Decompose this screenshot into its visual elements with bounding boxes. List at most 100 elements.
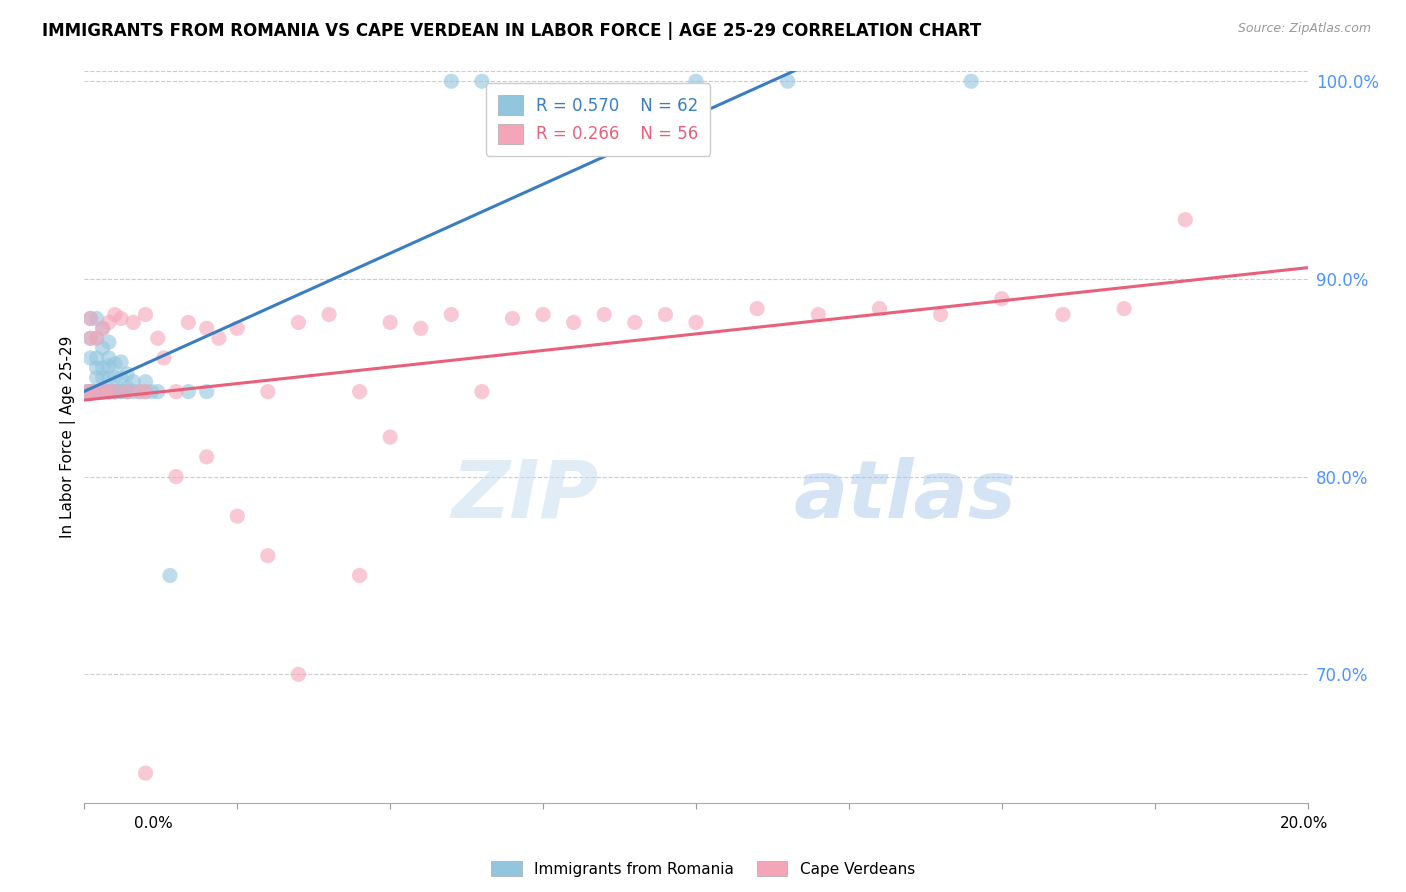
- Point: [593, 308, 616, 322]
- Point: [440, 74, 463, 88]
- Point: [624, 315, 647, 329]
- Point: [110, 371, 132, 385]
- Point: [79, 384, 101, 399]
- Point: [91, 341, 114, 355]
- Point: [97, 335, 120, 350]
- Point: [287, 315, 309, 329]
- Point: [86, 384, 108, 399]
- Text: atlas: atlas: [794, 457, 1017, 534]
- Point: [104, 357, 127, 371]
- Point: [177, 384, 200, 399]
- Point: [79, 311, 101, 326]
- Legend: Immigrants from Romania, Cape Verdeans: Immigrants from Romania, Cape Verdeans: [484, 853, 922, 884]
- Point: [776, 74, 799, 88]
- Point: [86, 384, 108, 399]
- Point: [79, 384, 101, 399]
- Point: [122, 375, 145, 389]
- Point: [380, 315, 402, 329]
- Point: [86, 311, 108, 326]
- Point: [115, 367, 138, 381]
- Point: [135, 384, 157, 399]
- Point: [104, 384, 127, 399]
- Point: [257, 384, 280, 399]
- Point: [471, 74, 494, 88]
- Point: [349, 384, 371, 399]
- Point: [104, 384, 127, 399]
- Point: [97, 359, 120, 373]
- Point: [135, 384, 157, 399]
- Point: [685, 74, 707, 88]
- Point: [97, 384, 120, 399]
- Point: [110, 311, 132, 326]
- Point: [79, 351, 101, 365]
- Point: [440, 308, 463, 322]
- Point: [502, 311, 524, 326]
- Point: [115, 381, 138, 395]
- Point: [97, 315, 120, 329]
- Point: [318, 308, 340, 322]
- Point: [91, 384, 114, 399]
- Point: [159, 568, 181, 582]
- Point: [287, 667, 309, 681]
- Point: [110, 355, 132, 369]
- Point: [91, 371, 114, 385]
- Point: [1052, 308, 1074, 322]
- Text: ZIP: ZIP: [451, 457, 598, 534]
- Point: [104, 384, 127, 399]
- Point: [86, 351, 108, 365]
- Point: [86, 331, 108, 345]
- Point: [165, 384, 187, 399]
- Point: [86, 384, 108, 399]
- Point: [91, 360, 114, 375]
- Point: [1114, 301, 1136, 316]
- Point: [86, 384, 108, 399]
- Point: [115, 384, 138, 399]
- Point: [869, 301, 891, 316]
- Point: [208, 331, 231, 345]
- Point: [991, 292, 1014, 306]
- Point: [195, 321, 218, 335]
- Point: [86, 384, 108, 399]
- Point: [471, 384, 494, 399]
- Point: [685, 315, 707, 329]
- Point: [86, 360, 108, 375]
- Point: [91, 384, 114, 399]
- Point: [91, 384, 114, 399]
- Point: [86, 331, 108, 345]
- Point: [110, 384, 132, 399]
- Point: [531, 308, 554, 322]
- Point: [257, 549, 280, 563]
- Point: [79, 331, 101, 345]
- Point: [97, 384, 120, 399]
- Point: [97, 384, 120, 399]
- Point: [97, 371, 120, 385]
- Point: [128, 384, 150, 399]
- Point: [76, 384, 98, 399]
- Point: [960, 74, 983, 88]
- Text: 0.0%: 0.0%: [134, 816, 173, 831]
- Point: [747, 301, 769, 316]
- Point: [146, 331, 169, 345]
- Point: [654, 308, 676, 322]
- Point: [135, 766, 157, 780]
- Point: [91, 321, 114, 335]
- Point: [226, 321, 249, 335]
- Y-axis label: In Labor Force | Age 25-29: In Labor Force | Age 25-29: [60, 336, 76, 538]
- Legend: R = 0.570    N = 62, R = 0.266    N = 56: R = 0.570 N = 62, R = 0.266 N = 56: [486, 83, 710, 156]
- Point: [79, 311, 101, 326]
- Point: [91, 384, 114, 399]
- Point: [104, 371, 127, 385]
- Point: [79, 384, 101, 399]
- Point: [122, 315, 145, 329]
- Point: [1174, 212, 1197, 227]
- Point: [141, 384, 163, 399]
- Point: [104, 384, 127, 399]
- Point: [91, 384, 114, 399]
- Point: [349, 568, 371, 582]
- Point: [110, 384, 132, 399]
- Point: [122, 384, 145, 399]
- Point: [115, 384, 138, 399]
- Point: [86, 371, 108, 385]
- Point: [128, 384, 150, 399]
- Point: [409, 321, 432, 335]
